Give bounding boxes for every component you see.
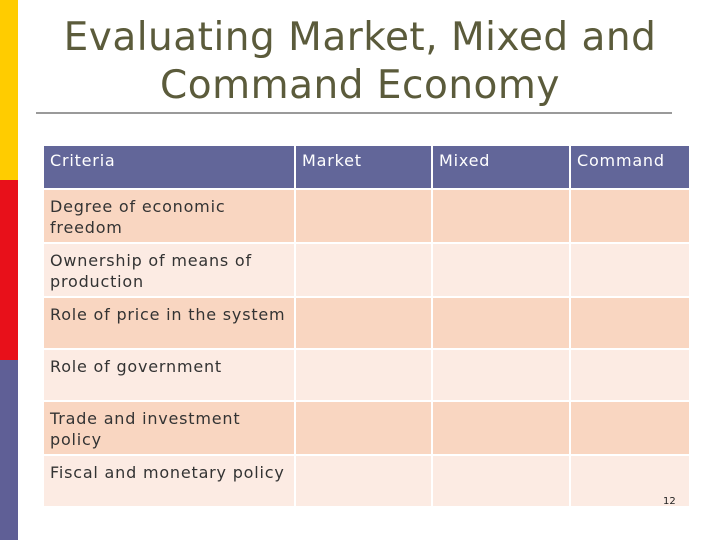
page-number: 12: [663, 496, 676, 507]
criteria-cell: Role of government: [44, 350, 294, 400]
mixed-cell: [433, 298, 569, 348]
slide-title-line-1: Evaluating Market, Mixed and: [63, 15, 657, 60]
market-cell: [296, 298, 431, 348]
command-cell: [571, 350, 689, 400]
command-cell: [571, 244, 689, 296]
accent-bar-yellow: [0, 0, 18, 180]
mixed-cell: [433, 244, 569, 296]
accent-bar-purple: [0, 360, 18, 540]
table-header-row: Criteria Market Mixed Command: [44, 146, 689, 188]
accent-bar-red: [0, 180, 18, 360]
criteria-cell: Degree of economic freedom: [44, 190, 294, 242]
header-command: Command: [571, 146, 689, 188]
market-cell: [296, 190, 431, 242]
header-criteria: Criteria: [44, 146, 294, 188]
mixed-cell: [433, 402, 569, 454]
command-cell: [571, 298, 689, 348]
table-row: Fiscal and monetary policy: [44, 456, 689, 506]
mixed-cell: [433, 350, 569, 400]
table-row: Ownership of means of production: [44, 244, 689, 296]
slide-title: Evaluating Market, Mixed and Command Eco…: [30, 14, 690, 110]
header-market: Market: [296, 146, 431, 188]
criteria-cell: Fiscal and monetary policy: [44, 456, 294, 506]
criteria-cell: Ownership of means of production: [44, 244, 294, 296]
command-cell: [571, 190, 689, 242]
market-cell: [296, 350, 431, 400]
mixed-cell: [433, 456, 569, 506]
slide-title-line-2: Command Economy: [160, 63, 560, 108]
header-mixed: Mixed: [433, 146, 569, 188]
criteria-cell: Role of price in the system: [44, 298, 294, 348]
title-divider: [36, 112, 672, 114]
command-cell: [571, 402, 689, 454]
criteria-cell: Trade and investment policy: [44, 402, 294, 454]
table-row: Trade and investment policy: [44, 402, 689, 454]
mixed-cell: [433, 190, 569, 242]
table-row: Degree of economic freedom: [44, 190, 689, 242]
market-cell: [296, 244, 431, 296]
market-cell: [296, 402, 431, 454]
table-row: Role of government: [44, 350, 689, 400]
command-cell: [571, 456, 689, 506]
table-row: Role of price in the system: [44, 298, 689, 348]
comparison-table: Criteria Market Mixed Command Degree of …: [42, 144, 691, 508]
market-cell: [296, 456, 431, 506]
